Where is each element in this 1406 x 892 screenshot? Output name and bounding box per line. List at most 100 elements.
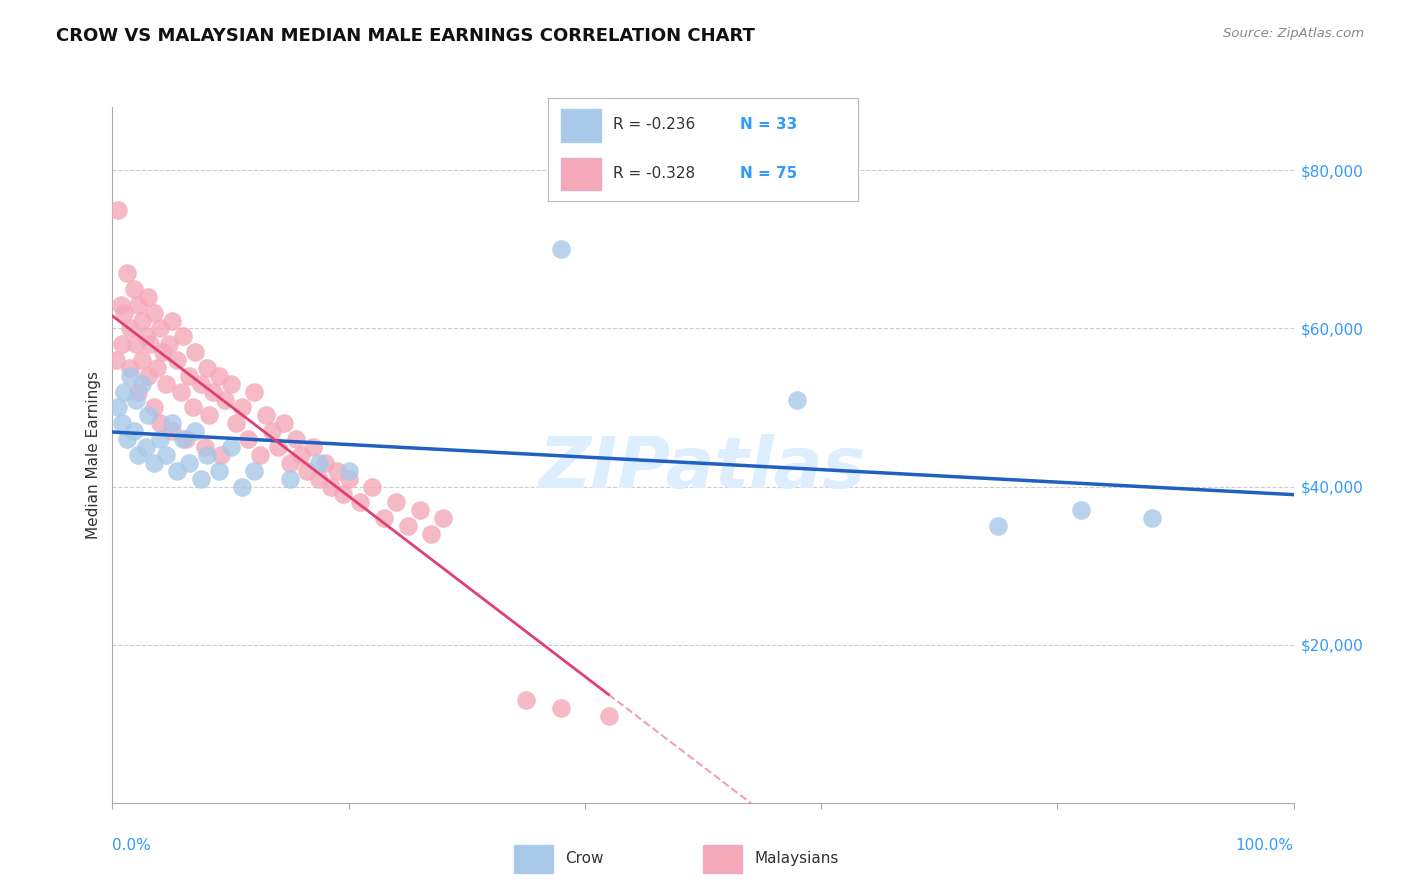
Text: N = 75: N = 75 bbox=[740, 166, 797, 180]
Point bbox=[290, 448, 312, 462]
Point bbox=[396, 519, 419, 533]
Point bbox=[160, 313, 183, 327]
Point bbox=[127, 384, 149, 399]
Point bbox=[420, 527, 443, 541]
Point bbox=[201, 384, 224, 399]
Point bbox=[170, 384, 193, 399]
Text: 0.0%: 0.0% bbox=[112, 838, 152, 853]
Point bbox=[131, 313, 153, 327]
Point bbox=[243, 464, 266, 478]
Point bbox=[267, 440, 290, 454]
Point bbox=[110, 298, 132, 312]
Point bbox=[373, 511, 395, 525]
Point bbox=[319, 479, 342, 493]
Point bbox=[166, 464, 188, 478]
Point bbox=[249, 448, 271, 462]
Point bbox=[115, 432, 138, 446]
Point bbox=[278, 472, 301, 486]
Text: R = -0.328: R = -0.328 bbox=[613, 166, 696, 180]
Point bbox=[122, 282, 145, 296]
Point bbox=[1070, 503, 1092, 517]
Point bbox=[987, 519, 1010, 533]
Point bbox=[142, 456, 165, 470]
Point bbox=[361, 479, 384, 493]
Point bbox=[385, 495, 408, 509]
Point bbox=[550, 243, 572, 257]
Point bbox=[214, 392, 236, 407]
Point bbox=[181, 401, 204, 415]
Point bbox=[243, 384, 266, 399]
Point bbox=[149, 432, 172, 446]
Point bbox=[139, 337, 162, 351]
Point bbox=[219, 376, 242, 391]
Point bbox=[112, 305, 135, 319]
Point bbox=[337, 472, 360, 486]
Point bbox=[136, 290, 159, 304]
Point bbox=[231, 401, 253, 415]
Point bbox=[786, 392, 808, 407]
Point bbox=[598, 708, 620, 723]
Text: Crow: Crow bbox=[565, 851, 603, 866]
Point bbox=[172, 432, 194, 446]
FancyBboxPatch shape bbox=[561, 158, 600, 190]
Point bbox=[135, 440, 157, 454]
Point bbox=[136, 368, 159, 383]
Y-axis label: Median Male Earnings: Median Male Earnings bbox=[86, 371, 101, 539]
Point bbox=[115, 266, 138, 280]
Point bbox=[179, 368, 201, 383]
Point bbox=[155, 448, 177, 462]
Text: N = 33: N = 33 bbox=[740, 117, 797, 132]
Point bbox=[278, 456, 301, 470]
Point bbox=[408, 503, 430, 517]
FancyBboxPatch shape bbox=[515, 845, 554, 873]
Point bbox=[107, 202, 129, 217]
Point bbox=[160, 424, 183, 438]
Point bbox=[135, 329, 157, 343]
Point bbox=[125, 392, 148, 407]
Point bbox=[231, 479, 253, 493]
Point bbox=[302, 440, 325, 454]
Point bbox=[515, 693, 537, 707]
Point bbox=[349, 495, 371, 509]
Point bbox=[111, 417, 134, 431]
Point bbox=[105, 353, 128, 368]
Point bbox=[332, 487, 354, 501]
Point bbox=[131, 376, 153, 391]
Point bbox=[149, 417, 172, 431]
Text: Source: ZipAtlas.com: Source: ZipAtlas.com bbox=[1223, 27, 1364, 40]
Point bbox=[209, 448, 232, 462]
Point bbox=[195, 361, 218, 376]
Point bbox=[107, 401, 129, 415]
Text: Malaysians: Malaysians bbox=[754, 851, 838, 866]
Point bbox=[122, 424, 145, 438]
Point bbox=[326, 464, 349, 478]
Point bbox=[208, 464, 231, 478]
Point bbox=[184, 424, 207, 438]
Point bbox=[142, 401, 165, 415]
Point bbox=[125, 337, 148, 351]
Point bbox=[112, 384, 135, 399]
Point bbox=[190, 472, 212, 486]
Point bbox=[120, 321, 142, 335]
Text: 100.0%: 100.0% bbox=[1236, 838, 1294, 853]
Point bbox=[127, 298, 149, 312]
Point bbox=[131, 353, 153, 368]
Point bbox=[273, 417, 295, 431]
Point bbox=[179, 456, 201, 470]
Point bbox=[157, 337, 180, 351]
Point bbox=[155, 376, 177, 391]
Point bbox=[152, 345, 174, 359]
Point bbox=[195, 448, 218, 462]
Point bbox=[284, 432, 307, 446]
Point bbox=[198, 409, 221, 423]
Point bbox=[120, 368, 142, 383]
Point bbox=[337, 464, 360, 478]
Point bbox=[308, 472, 330, 486]
Point bbox=[314, 456, 336, 470]
Text: ZIPatlas: ZIPatlas bbox=[540, 434, 866, 503]
FancyBboxPatch shape bbox=[561, 110, 600, 142]
Point bbox=[149, 321, 172, 335]
Point bbox=[1140, 511, 1163, 525]
Point bbox=[254, 409, 277, 423]
Point bbox=[172, 329, 194, 343]
